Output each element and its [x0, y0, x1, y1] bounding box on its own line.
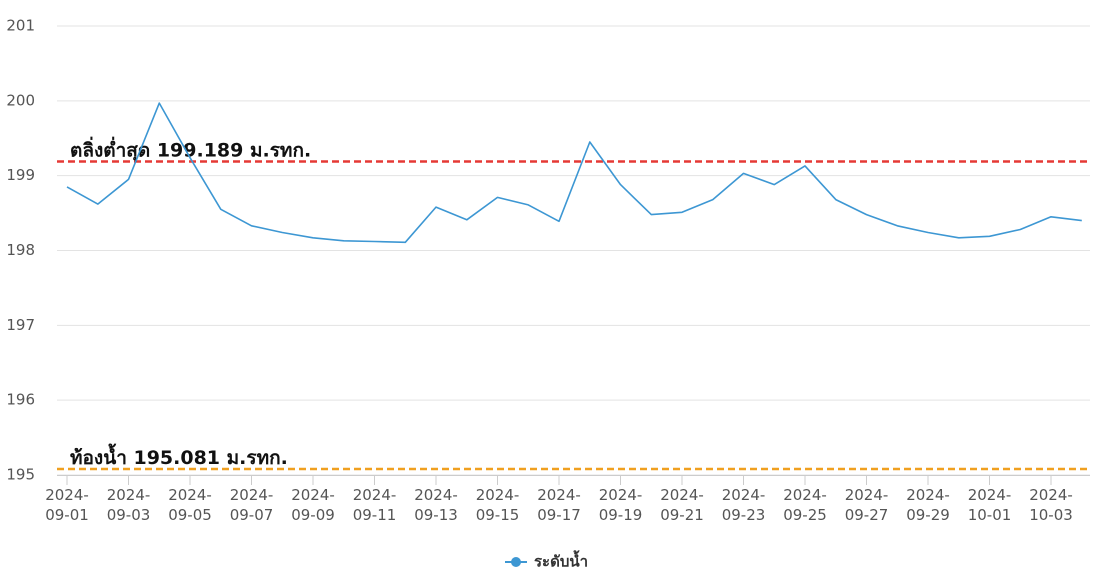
- x-tick-label: 2024-09-17: [537, 486, 581, 524]
- x-tick-label: 2024-09-25: [783, 486, 827, 524]
- x-tick-label: 2024-09-15: [475, 486, 520, 524]
- x-tick-label: 2024-09-09: [291, 486, 335, 524]
- y-tick-label: 199: [6, 166, 35, 184]
- x-tick-label: 2024-09-03: [106, 486, 151, 524]
- y-tick-label: 201: [6, 17, 35, 35]
- y-tick-label: 197: [6, 316, 35, 334]
- y-tick-label: 195: [6, 466, 35, 484]
- y-tick-label: 196: [6, 391, 35, 409]
- x-tick-label: 2024-09-13: [414, 486, 458, 524]
- legend-symbol: [511, 557, 521, 567]
- x-tick-label: 2024-09-07: [229, 486, 274, 524]
- x-tick-label: 2024-09-29: [906, 486, 950, 524]
- x-tick-label: 2024-09-23: [721, 486, 766, 524]
- y-tick-label: 200: [6, 91, 35, 109]
- x-tick-label: 2024-09-19: [598, 486, 643, 524]
- data-line: [66, 102, 1082, 244]
- x-tick-label: 2024-09-05: [168, 486, 212, 524]
- x-tick-label: 2024-09-21: [660, 486, 704, 524]
- y-tick-label: 198: [6, 241, 35, 259]
- x-tick-label: 2024-10-01: [967, 486, 1012, 524]
- x-tick-label: 2024-09-11: [352, 486, 397, 524]
- x-tick-label: 2024-10-03: [1029, 486, 1073, 524]
- x-tick-label: 2024-09-27: [844, 486, 889, 524]
- x-tick-label: 2024-09-01: [45, 486, 89, 524]
- reference-label: ท้องน้ำ 195.081 ม.รทก.: [70, 443, 288, 469]
- legend-label: ระดับน้ำ: [534, 550, 588, 571]
